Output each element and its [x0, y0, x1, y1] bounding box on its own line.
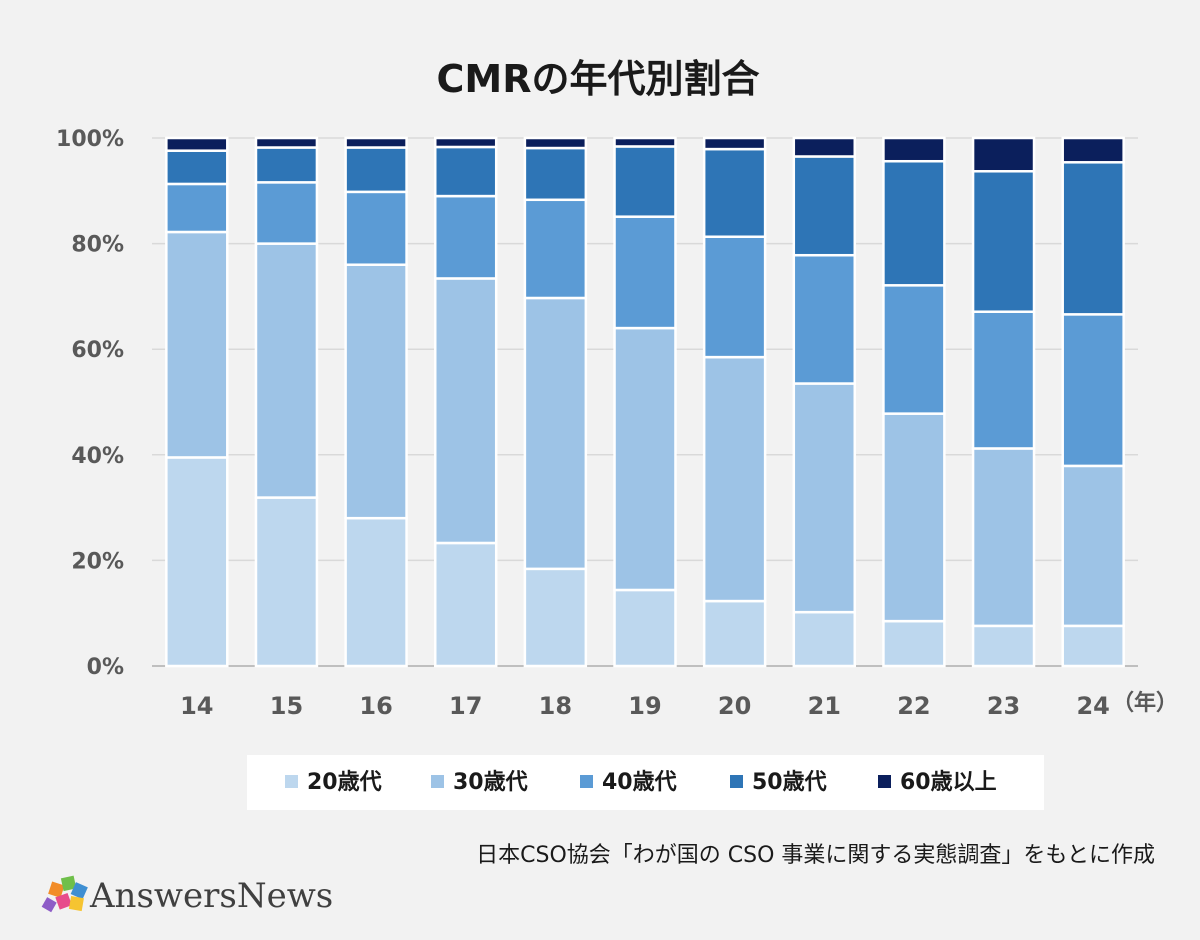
- logo-text: AnswersNews: [89, 876, 333, 916]
- legend-swatch: [285, 775, 298, 788]
- x-tick-label: 21: [808, 692, 841, 720]
- bar-segment: [523, 136, 588, 150]
- legend-label: 60歳以上: [900, 770, 997, 795]
- bar-segment: [1061, 624, 1125, 668]
- bar-segment: [971, 136, 1036, 173]
- bar-segment: [702, 136, 767, 151]
- x-unit-label: （年）: [1112, 690, 1178, 716]
- bar-segment: [882, 159, 946, 287]
- x-tick-label: 20: [718, 692, 751, 720]
- y-tick-label: 40%: [71, 444, 124, 469]
- legend-label: 30歳代: [453, 770, 528, 795]
- x-tick-label: 16: [359, 692, 392, 720]
- bar-segment: [254, 242, 319, 499]
- logo: AnswersNews: [41, 875, 333, 916]
- x-tick-label: 17: [449, 692, 482, 720]
- legend-swatch: [431, 775, 444, 788]
- bar-segment: [1061, 464, 1125, 628]
- x-tick-label: 19: [628, 692, 661, 720]
- bar-segment: [165, 182, 229, 234]
- y-tick-label: 80%: [71, 233, 124, 258]
- x-tick-label: 15: [270, 692, 303, 720]
- bar-segment: [882, 284, 946, 415]
- bar-segment: [1061, 313, 1125, 468]
- bar-segment: [882, 619, 946, 668]
- bar-segment: [344, 146, 408, 194]
- bar-segment: [613, 145, 677, 218]
- bar-segment: [523, 296, 588, 571]
- x-tick-label: 18: [539, 692, 572, 720]
- bar-segment: [434, 136, 498, 149]
- bar-segment: [344, 136, 408, 149]
- legend-swatch: [730, 775, 743, 788]
- y-tick-label: 0%: [87, 655, 124, 680]
- puzzle-pieces-icon: [41, 875, 88, 913]
- bar-segment: [882, 412, 946, 623]
- bar-segment: [434, 194, 498, 280]
- bar-segment: [254, 146, 319, 184]
- bar-segment: [882, 136, 946, 163]
- x-tick-label: 14: [180, 692, 213, 720]
- bar-segment: [434, 277, 498, 545]
- bar-segment: [344, 516, 408, 668]
- legend-swatch: [580, 775, 593, 788]
- legend-box: [247, 755, 1044, 810]
- legend-label: 50歳代: [752, 770, 827, 795]
- bars: [165, 136, 1125, 668]
- legend-swatch: [878, 775, 891, 788]
- bar-segment: [523, 198, 588, 300]
- x-tick-label: 23: [987, 692, 1020, 720]
- y-tick-label: 100%: [56, 127, 124, 152]
- bar-segment: [613, 136, 677, 148]
- bar-segment: [971, 447, 1036, 628]
- bar-segment: [702, 599, 767, 668]
- bar-segment: [971, 170, 1036, 313]
- bar-segment: [523, 146, 588, 202]
- bar-segment: [613, 588, 677, 668]
- bar-segment: [1061, 136, 1125, 164]
- bar-segment: [344, 190, 408, 266]
- bar-segment: [613, 326, 677, 592]
- source-note: 日本CSO協会「わが国の CSO 事業に関する実態調査」をもとに作成: [476, 843, 1155, 868]
- bar-segment: [165, 456, 229, 668]
- bar-segment: [792, 382, 856, 614]
- bar-segment: [792, 136, 856, 158]
- bar-segment: [344, 263, 408, 520]
- x-tick-label: 22: [897, 692, 930, 720]
- bar-segment: [523, 567, 588, 668]
- bar-segment: [434, 145, 498, 198]
- y-tick-label: 20%: [71, 549, 124, 574]
- y-tick-label: 60%: [71, 338, 124, 363]
- bar-segment: [165, 149, 229, 186]
- bar-segment: [434, 541, 498, 668]
- legend: 20歳代 30歳代 40歳代 50歳代 60歳以上: [285, 770, 997, 795]
- bar-segment: [702, 147, 767, 238]
- bar-segment: [254, 136, 319, 149]
- x-tick-label: 24: [1076, 692, 1109, 720]
- bar-segment: [792, 253, 856, 385]
- bar-segment: [165, 136, 229, 152]
- legend-label: 40歳代: [602, 770, 677, 795]
- bar-segment: [165, 230, 229, 459]
- bar-segment: [792, 155, 856, 257]
- bar-segment: [702, 355, 767, 603]
- bar-segment: [254, 181, 319, 245]
- bar-segment: [613, 215, 677, 330]
- bar-segment: [971, 624, 1036, 668]
- y-axis: 0% 20% 40% 60% 80% 100%: [56, 127, 124, 680]
- legend-label: 20歳代: [307, 770, 382, 795]
- bar-segment: [1061, 161, 1125, 316]
- bar-segment: [792, 610, 856, 668]
- x-axis: 14 15 16 17 18 19 20 21 22 23 24: [180, 692, 1110, 720]
- bar-segment: [254, 496, 319, 668]
- bar-segment: [702, 235, 767, 359]
- chart-title: CMRの年代別割合: [437, 57, 760, 101]
- bar-segment: [971, 310, 1036, 450]
